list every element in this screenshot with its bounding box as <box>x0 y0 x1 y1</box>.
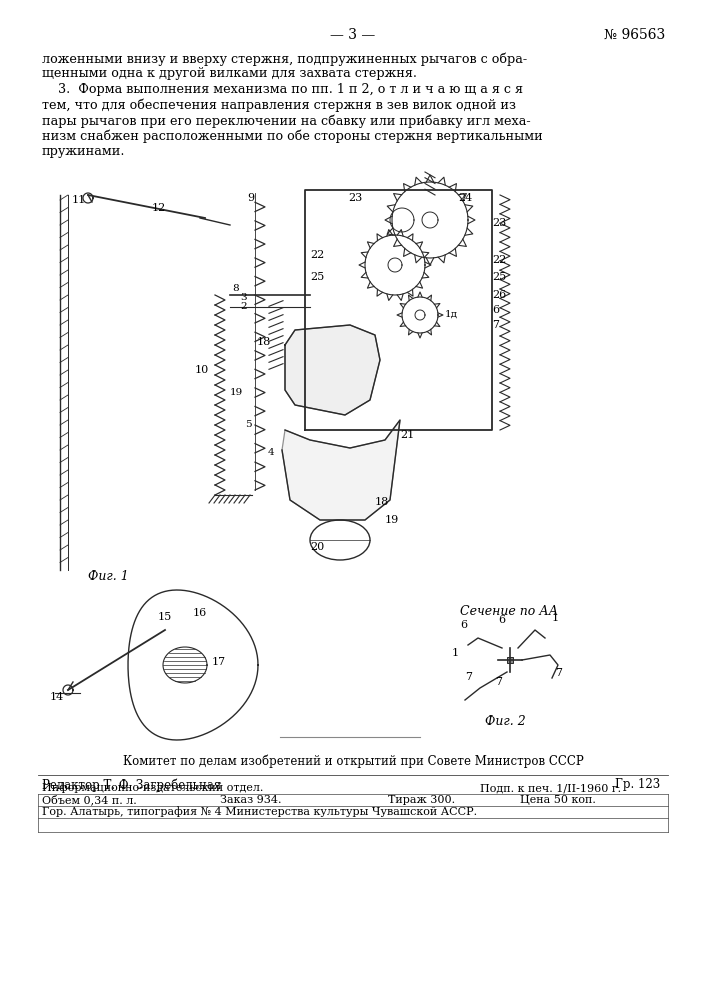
Text: 26: 26 <box>492 290 506 300</box>
Text: 1: 1 <box>452 648 459 658</box>
Text: 5: 5 <box>245 420 252 429</box>
Text: 18: 18 <box>375 497 390 507</box>
Text: 16: 16 <box>193 608 207 618</box>
Text: 25: 25 <box>492 272 506 282</box>
Text: пружинами.: пружинами. <box>42 145 126 158</box>
Text: 14: 14 <box>50 692 64 702</box>
Text: 7: 7 <box>495 677 502 687</box>
Text: 8: 8 <box>232 284 239 293</box>
Text: 12: 12 <box>152 203 166 213</box>
Text: 25: 25 <box>310 272 325 282</box>
Text: 10: 10 <box>195 365 209 375</box>
Text: щенными одна к другой вилками для захвата стержня.: щенными одна к другой вилками для захват… <box>42 68 417 81</box>
Text: 17: 17 <box>212 657 226 667</box>
Text: 15: 15 <box>158 612 173 622</box>
Text: Тираж 300.: Тираж 300. <box>388 795 455 805</box>
Text: Гр. 123: Гр. 123 <box>615 778 660 791</box>
Text: 1д: 1д <box>445 310 458 319</box>
Text: 22: 22 <box>310 250 325 260</box>
Text: низм снабжен расположенными по обе стороны стержня вертикальными: низм снабжен расположенными по обе сторо… <box>42 129 543 143</box>
Text: тем, что для обеспечения направления стержня в зев вилок одной из: тем, что для обеспечения направления сте… <box>42 99 516 112</box>
Text: Комитет по делам изобретений и открытий при Совете Министров СССР: Комитет по делам изобретений и открытий … <box>122 755 583 768</box>
Text: 6: 6 <box>498 615 505 625</box>
Text: 23: 23 <box>348 193 362 203</box>
Text: 11: 11 <box>72 195 86 205</box>
Text: 18: 18 <box>257 337 271 347</box>
Text: Заказ 934.: Заказ 934. <box>220 795 281 805</box>
Text: 21: 21 <box>400 430 414 440</box>
Text: 19: 19 <box>230 388 243 397</box>
Text: Фиг. 1: Фиг. 1 <box>88 570 129 583</box>
Text: 3.  Форма выполнения механизма по пп. 1 п 2, о т л и ч а ю щ а я с я: 3. Форма выполнения механизма по пп. 1 п… <box>42 83 523 96</box>
Text: 7: 7 <box>555 668 562 678</box>
Polygon shape <box>282 420 400 520</box>
Text: 6: 6 <box>460 620 467 630</box>
Polygon shape <box>285 325 380 415</box>
Text: — 3 —: — 3 — <box>330 28 375 42</box>
Text: 22: 22 <box>492 255 506 265</box>
Text: № 96563: № 96563 <box>604 28 665 42</box>
Text: 2: 2 <box>240 302 247 311</box>
Text: 9: 9 <box>247 193 254 203</box>
Text: 24: 24 <box>458 193 472 203</box>
Text: 4: 4 <box>268 448 274 457</box>
Text: Гор. Алатырь, типография № 4 Министерства культуры Чувашской АССР.: Гор. Алатырь, типография № 4 Министерств… <box>42 806 477 817</box>
Text: Объем 0,34 п. л.: Объем 0,34 п. л. <box>42 794 136 805</box>
Text: Цена 50 коп.: Цена 50 коп. <box>520 795 596 805</box>
Text: 3: 3 <box>240 293 247 302</box>
Bar <box>507 657 513 663</box>
Text: 19: 19 <box>385 515 399 525</box>
Text: 1: 1 <box>552 613 559 623</box>
Text: 23: 23 <box>492 218 506 228</box>
Text: 20: 20 <box>310 542 325 552</box>
Text: Редактор Т. Ф. Загребельная: Редактор Т. Ф. Загребельная <box>42 778 221 792</box>
Text: ложенными внизу и вверху стержня, подпружиненных рычагов с обра-: ложенными внизу и вверху стержня, подпру… <box>42 52 527 66</box>
Text: Подп. к печ. 1/II-1960 г.: Подп. к печ. 1/II-1960 г. <box>480 783 621 793</box>
Text: пары рычагов при его переключении на сбавку или прибавку игл меха-: пары рычагов при его переключении на сба… <box>42 114 531 127</box>
Text: 6: 6 <box>492 305 499 315</box>
Text: 7: 7 <box>465 672 472 682</box>
Text: Информационно-издательский отдел.: Информационно-издательский отдел. <box>42 782 264 793</box>
Text: Сечение по АА: Сечение по АА <box>460 605 559 618</box>
Text: 7: 7 <box>492 320 499 330</box>
Text: Фиг. 2: Фиг. 2 <box>485 715 526 728</box>
